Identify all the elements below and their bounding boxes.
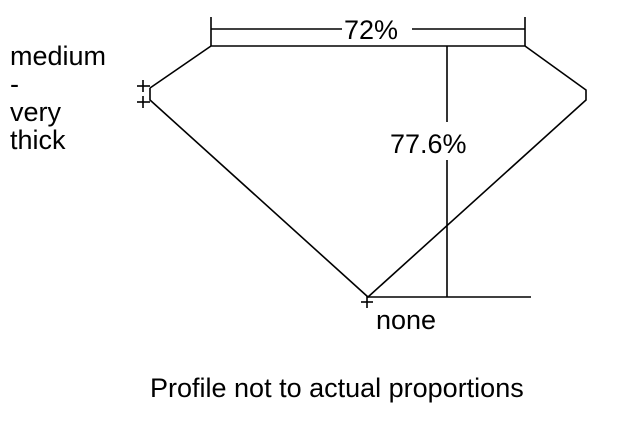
girdle-thickness-label: medium - very thick <box>10 42 106 154</box>
girdle-label-line: - <box>10 69 19 99</box>
girdle-label-line: thick <box>10 125 66 155</box>
caption: Profile not to actual proportions <box>150 373 524 403</box>
gem-outline <box>149 45 587 299</box>
depth-percentage-label: 77.6% <box>390 129 467 159</box>
culet-label: none <box>376 305 437 335</box>
table-percentage-label: 72% <box>344 15 399 45</box>
girdle-label-line: medium <box>10 41 107 71</box>
girdle-label-line: very <box>10 97 62 127</box>
